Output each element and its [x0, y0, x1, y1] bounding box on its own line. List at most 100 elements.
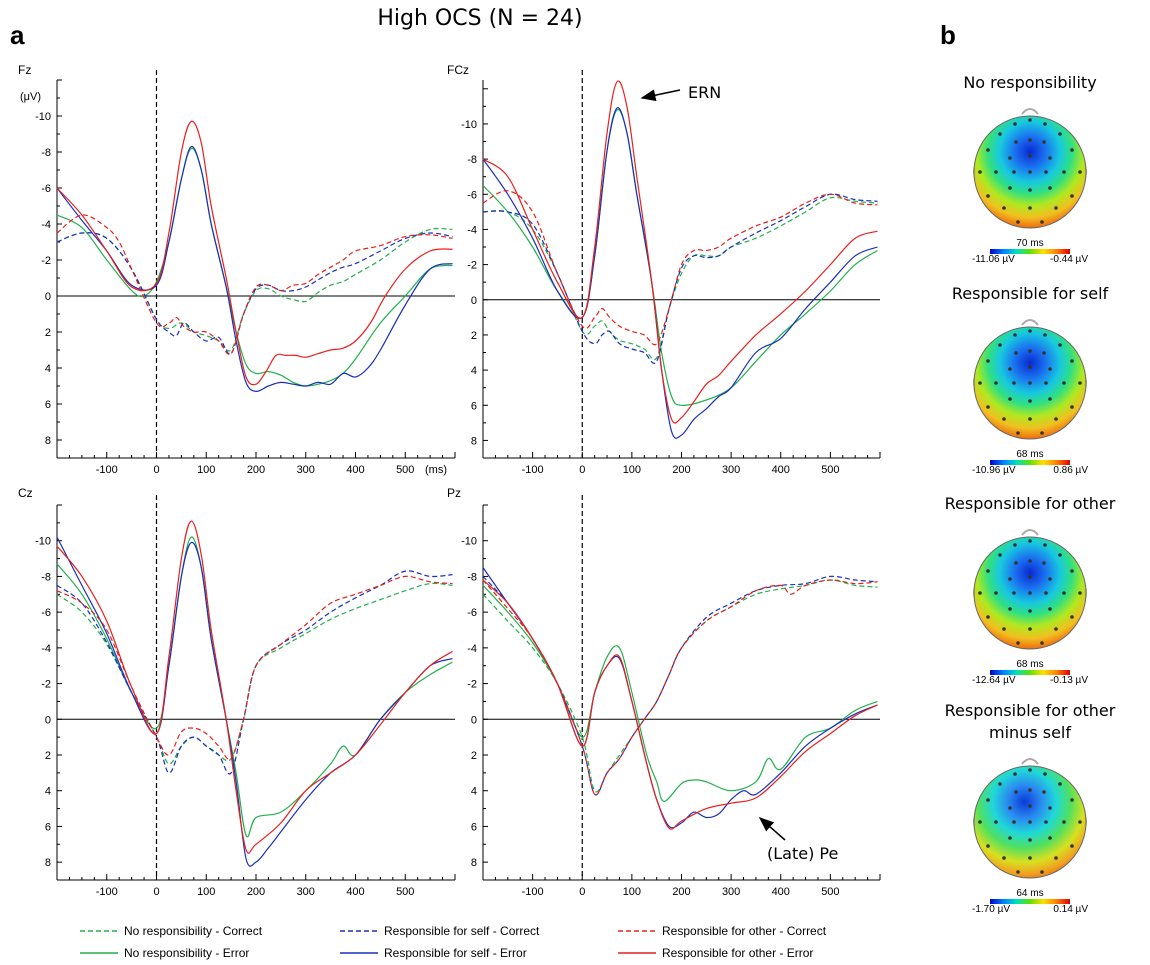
- y-tick-label: 0: [45, 714, 51, 726]
- electrode-dot: [1062, 381, 1066, 385]
- series-line: [482, 584, 878, 802]
- electrode-dot: [1058, 132, 1062, 136]
- electrode-dot: [1008, 577, 1012, 581]
- electrode-dot: [1002, 627, 1006, 631]
- series-line: [482, 575, 878, 796]
- series-line: [56, 520, 453, 854]
- y-tick-label: 4: [471, 786, 477, 798]
- electrode-dot: [1028, 138, 1032, 142]
- color-scale-max: 0.86 µV: [1053, 465, 1088, 476]
- electrode-dot: [1042, 351, 1046, 355]
- electrode-dot: [986, 194, 990, 198]
- legend-label: No responsibility - Correct: [124, 924, 263, 938]
- series-line: [56, 147, 453, 387]
- x-tick-label: 0: [579, 464, 585, 476]
- x-tick-label: 500: [396, 464, 414, 476]
- electrode-dot: [998, 782, 1002, 786]
- electrode-dot: [1028, 329, 1032, 333]
- color-scale-bar: [990, 899, 1070, 904]
- scalp-map: [973, 529, 1087, 650]
- series-line: [482, 107, 878, 439]
- scalp-map: [973, 319, 1087, 440]
- x-tick-label: 200: [247, 464, 265, 476]
- electrode-dot: [1002, 856, 1006, 860]
- x-tick-label: 0: [153, 464, 159, 476]
- y-tick-label: -8: [41, 571, 51, 583]
- y-tick-label: -6: [467, 189, 477, 201]
- x-tick-label: 500: [396, 886, 414, 898]
- y-tick-label: -4: [41, 643, 51, 655]
- electrode-dot: [1002, 417, 1006, 421]
- color-scale-range: -12.64 µV -0.13 µV: [972, 675, 1088, 687]
- y-tick-label: -10: [461, 536, 477, 548]
- x-tick-label: -100: [522, 464, 544, 476]
- x-tick-label: 0: [153, 886, 159, 898]
- electrode-dot: [1028, 627, 1032, 631]
- y-tick-label: 4: [45, 786, 51, 798]
- electrode-dot: [1043, 122, 1047, 126]
- x-tick-label: 300: [722, 464, 740, 476]
- series-line: [482, 108, 878, 406]
- series-line: [482, 579, 878, 796]
- color-scale-min: -1.70 µV: [972, 904, 1011, 915]
- electrode-dot: [986, 569, 990, 573]
- electrode-dot: [1058, 343, 1062, 347]
- electrode-dot: [1062, 170, 1066, 174]
- panel-label-b: b: [940, 20, 956, 50]
- electrode-dot: [1078, 591, 1082, 595]
- series-line: [482, 579, 878, 830]
- y-tick-label: -4: [41, 219, 51, 231]
- electrode-dot: [1054, 206, 1058, 210]
- y-tick-label: -2: [467, 260, 477, 272]
- topography-condition: Responsible for self: [951, 284, 1109, 303]
- electrode-dot: [1054, 627, 1058, 631]
- electrode-dot: [986, 844, 990, 848]
- electrode-dot: [1070, 615, 1074, 619]
- nose-icon: [1021, 529, 1039, 536]
- electrode-dot: [1016, 641, 1020, 645]
- electrode-dot: [1008, 607, 1012, 611]
- topography-latency: 68 ms: [1016, 659, 1044, 670]
- series-line: [56, 536, 453, 867]
- electrode-dot: [1028, 417, 1032, 421]
- electrode-dot: [1048, 577, 1052, 581]
- y-tick-label: 2: [471, 330, 477, 342]
- nose-icon: [1021, 108, 1039, 115]
- electrode-dot: [1012, 170, 1016, 174]
- electrode-dot: [1012, 591, 1016, 595]
- electrode-dot: [986, 798, 990, 802]
- erp-panel-fz: -10 -8 -6 -4 -2 0 2 4 6 8 -100 0 100 200 300 400 500 Fz: [18, 63, 456, 476]
- electrode-dot: [994, 820, 998, 824]
- electrode-dot: [1028, 188, 1032, 192]
- x-tick-label: 400: [346, 886, 364, 898]
- topography-map: Responsible for other minus self 64 ms -1.7…: [935, 700, 1125, 916]
- erp-panel-pz: -10 -8 -6 -4 -2 0 2 4 6 8 -100 0 100 200 300 400 500 Pz: [447, 486, 881, 898]
- electrode-dot: [1044, 591, 1048, 595]
- electrode-dot: [1042, 561, 1046, 565]
- electrode-dot: [1028, 170, 1032, 174]
- electrode-dot: [1048, 607, 1052, 611]
- color-scale-bar: [990, 460, 1070, 465]
- electrode-dot: [1013, 772, 1017, 776]
- topography-condition-line: minus self: [989, 723, 1071, 742]
- electrode-dot: [1070, 569, 1074, 573]
- electrode-dot: [998, 132, 1002, 136]
- series-line: [56, 214, 453, 356]
- annotations: ERN (Late) Pe: [640, 83, 838, 863]
- y-tick-label: -10: [35, 111, 51, 123]
- series-line: [56, 536, 453, 838]
- electrode-dot: [1012, 820, 1016, 824]
- electrode-dot: [1070, 148, 1074, 152]
- electrode-dot: [1048, 806, 1052, 810]
- series-line: [482, 196, 878, 361]
- electrode-dot: [1002, 206, 1006, 210]
- electrode-label: Cz: [18, 486, 33, 500]
- electrode-dot: [1078, 381, 1082, 385]
- y-tick-label: -6: [467, 607, 477, 619]
- electrode-dot: [1028, 399, 1032, 403]
- y-tick-label: 2: [45, 327, 51, 339]
- electrode-dot: [1028, 118, 1032, 122]
- electrode-dot: [994, 591, 998, 595]
- x-unit-label: (ms): [425, 464, 447, 476]
